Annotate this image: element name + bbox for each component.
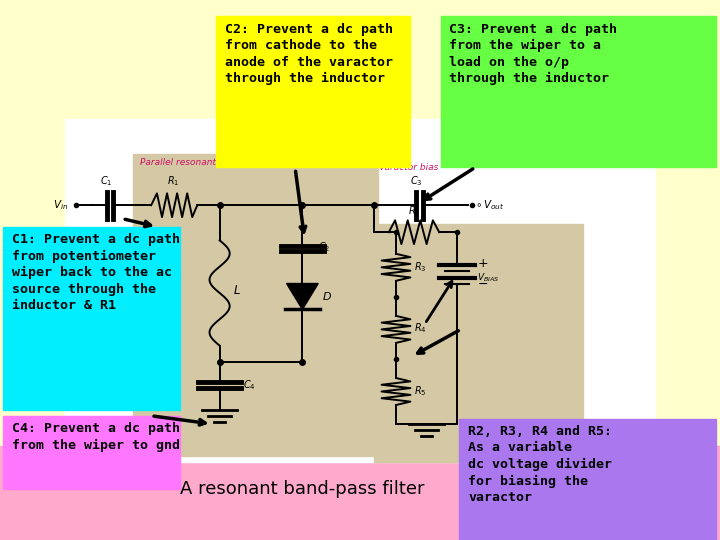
Text: D: D [323,292,331,302]
Bar [0,446,720,540]
Bar [65,119,655,462]
Bar [441,16,716,167]
Text: $R_2$: $R_2$ [408,204,420,218]
Text: $C_4$: $C_4$ [243,379,256,393]
Text: −: − [477,278,488,291]
Bar [374,224,583,462]
Text: Parallel resonant filter: Parallel resonant filter [140,158,240,167]
Text: A resonant band-pass filter: A resonant band-pass filter [180,480,425,498]
Text: C2: Prevent a dc path
from cathode to the
anode of the varactor
through the indu: C2: Prevent a dc path from cathode to th… [225,23,392,85]
Bar [133,154,378,456]
Text: $C_2$: $C_2$ [318,240,330,254]
Text: $R_3$: $R_3$ [414,260,426,274]
Text: R2, R3, R4 and R5:
As a variable
dc voltage divider
for biasing the
varactor: R2, R3, R4 and R5: As a variable dc volt… [468,425,612,504]
Text: $C_3$: $C_3$ [410,174,423,188]
Bar [459,418,716,540]
Polygon shape [287,284,318,309]
Text: $V_{BIAS}$: $V_{BIAS}$ [477,272,500,285]
Text: Varactor bias: Varactor bias [379,163,438,172]
Text: $R_5$: $R_5$ [414,384,426,399]
Bar [3,227,180,410]
Bar [216,16,410,167]
Text: $C_1$: $C_1$ [100,174,113,188]
Text: $\circ\,V_{out}$: $\circ\,V_{out}$ [475,198,505,212]
Text: C4: Prevent a dc path
from the wiper to gnd: C4: Prevent a dc path from the wiper to … [12,422,179,452]
Text: $R_1$: $R_1$ [166,174,179,188]
Text: C3: Prevent a dc path
from the wiper to a
load on the o/p
through the inductor: C3: Prevent a dc path from the wiper to … [449,23,617,85]
Text: +: + [477,257,488,270]
Text: C1: Prevent a dc path
from potentiometer
wiper back to the ac
source through the: C1: Prevent a dc path from potentiometer… [12,233,179,313]
Bar [3,416,180,489]
Text: L: L [234,284,240,298]
Text: $V_{in}$: $V_{in}$ [53,198,68,212]
Text: $R_4$: $R_4$ [414,321,427,335]
